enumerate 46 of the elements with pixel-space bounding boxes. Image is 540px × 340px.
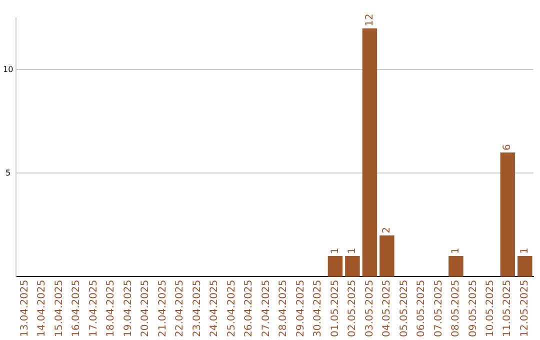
- x-tick-label: 18.04.2025: [106, 280, 117, 338]
- x-tick-label: 11.05.2025: [502, 280, 514, 338]
- x-tick-label: 06.05.2025: [416, 280, 428, 338]
- bar: [362, 28, 378, 277]
- bar: [380, 235, 394, 277]
- x-tick-label: 01.05.2025: [330, 280, 341, 338]
- x-tick-label: 05.05.2025: [398, 280, 410, 338]
- bar: [518, 256, 532, 277]
- data-label: 2: [382, 226, 393, 234]
- x-tick-label: 12.05.2025: [519, 280, 530, 338]
- x-tick-label: 17.04.2025: [88, 280, 100, 338]
- y-tick-label: 10: [2, 64, 14, 74]
- x-tick-label: 20.04.2025: [140, 280, 152, 338]
- x-tick-label: 28.04.2025: [278, 280, 290, 338]
- x-tick-label: 02.05.2025: [347, 280, 358, 338]
- x-tick-label: 30.04.2025: [312, 280, 324, 338]
- x-tick-label: 27.04.2025: [260, 280, 272, 338]
- x-tick-label: 19.04.2025: [122, 280, 134, 338]
- x-tick-label: 15.04.2025: [54, 280, 65, 338]
- x-tick-label: 07.05.2025: [433, 280, 444, 338]
- x-tick-label: 26.04.2025: [244, 280, 255, 338]
- y-tick-label: 5: [6, 168, 11, 178]
- x-tick-label: 14.04.2025: [36, 280, 48, 338]
- data-label: 1: [519, 248, 530, 254]
- x-tick-label: 16.04.2025: [71, 280, 82, 338]
- bar: [328, 256, 343, 277]
- bar: [448, 256, 464, 277]
- bar: [345, 256, 360, 277]
- data-label: 1: [450, 248, 462, 254]
- x-tick-label: 23.04.2025: [192, 280, 203, 338]
- bar: [500, 152, 516, 277]
- x-tick-label: 13.04.2025: [19, 280, 30, 338]
- x-tick-label: 25.04.2025: [226, 280, 238, 338]
- x-tick-label: 04.05.2025: [382, 280, 393, 338]
- x-tick-label: 24.04.2025: [209, 280, 220, 338]
- data-label: 12: [364, 14, 376, 26]
- x-tick-label: 21.04.2025: [157, 280, 168, 338]
- x-tick-label: 10.05.2025: [485, 280, 496, 338]
- data-label: 1: [330, 248, 341, 254]
- x-tick-label: 29.04.2025: [295, 280, 306, 338]
- x-tick-label: 08.05.2025: [450, 280, 462, 338]
- data-label: 6: [502, 144, 514, 151]
- x-tick-label: 03.05.2025: [364, 280, 376, 338]
- x-tick-label: 22.04.2025: [174, 280, 186, 338]
- data-label: 1: [347, 248, 358, 254]
- x-tick-label: 09.05.2025: [468, 280, 479, 338]
